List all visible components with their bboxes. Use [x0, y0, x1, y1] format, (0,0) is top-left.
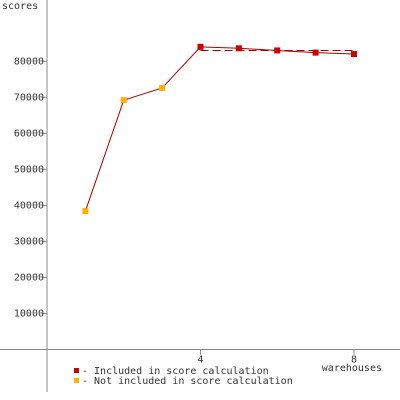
legend-swatch	[74, 368, 79, 373]
point	[350, 51, 357, 58]
y-tick-label: 10000	[14, 309, 44, 320]
point	[235, 45, 242, 52]
y-axis-label: scores	[2, 1, 38, 12]
legend-swatch	[74, 378, 79, 383]
point	[82, 208, 89, 215]
legend-label: - Included in score calculation	[82, 366, 269, 377]
x-axis-label: warehouses	[322, 363, 382, 374]
y-tick-label: 60000	[14, 128, 44, 139]
y-tick-label: 20000	[14, 272, 44, 283]
x-tick-label: 4	[197, 355, 203, 366]
point	[197, 43, 204, 50]
legend-label: - Not included in score calculation	[82, 376, 293, 387]
y-tick-label: 70000	[14, 92, 44, 103]
point	[159, 84, 166, 91]
x-tick-label: 8	[351, 355, 357, 366]
y-tick-label: 80000	[14, 56, 44, 67]
y-tick-label: 50000	[14, 164, 44, 175]
score-line-path	[84, 46, 354, 212]
y-tick-label: 30000	[14, 236, 44, 247]
y-tick-label: 40000	[14, 200, 44, 211]
point	[274, 47, 281, 54]
point	[312, 49, 319, 56]
point	[120, 97, 127, 104]
